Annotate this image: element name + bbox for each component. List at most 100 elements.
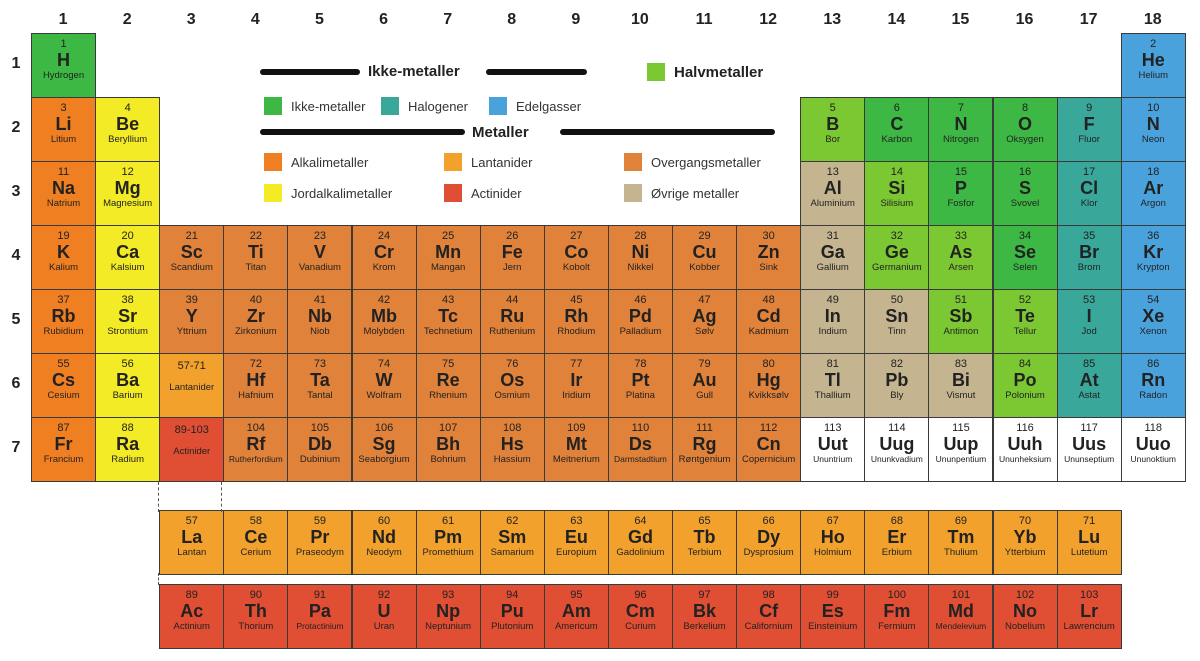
atomic-number: 61 — [442, 515, 455, 527]
atomic-number: 102 — [1015, 589, 1035, 601]
atomic-number: 51 — [954, 294, 968, 306]
legend-line — [560, 129, 775, 135]
element-cell: 72 Hf Hafnium — [223, 353, 289, 418]
atomic-number: 117 — [1080, 422, 1098, 434]
element-symbol: N — [1146, 114, 1160, 134]
element-name: Helium — [1138, 70, 1169, 81]
element-symbol: U — [377, 601, 391, 621]
element-symbol: Cu — [692, 242, 717, 262]
legend-line — [260, 129, 465, 135]
element-symbol: Mb — [371, 306, 398, 326]
element-cell: 89 Ac Actinium — [159, 584, 225, 649]
element-name: Antimon — [943, 326, 979, 337]
element-cell: 21 Sc Scandium — [159, 225, 225, 290]
legend-actinides: Actinider — [444, 183, 522, 203]
element-name: Ununseptium — [1064, 454, 1115, 464]
atomic-number: 45 — [570, 294, 583, 306]
element-cell: 60 Nd Neodym — [351, 510, 417, 575]
element-cell: 31 Ga Gallium — [800, 225, 866, 290]
element-name: Palladium — [619, 326, 662, 337]
atomic-number: 107 — [438, 422, 458, 434]
element-cell: 92 U Uran — [351, 584, 417, 649]
atomic-number: 58 — [249, 515, 262, 527]
element-symbol: Cm — [625, 601, 655, 621]
element-cell: 20 Ca Kalsium — [95, 225, 161, 290]
element-cell: 47 Ag Sølv — [672, 289, 738, 354]
element-name: Tinn — [887, 326, 906, 337]
atomic-number: 62 — [506, 515, 519, 527]
element-symbol: Zr — [246, 306, 265, 326]
element-cell: 43 Tc Technetium — [415, 289, 481, 354]
element-name: Ununpentium — [935, 454, 987, 464]
atomic-number: 30 — [762, 230, 775, 242]
atomic-number: 59 — [313, 515, 327, 527]
swatch — [381, 97, 399, 115]
element-symbol: Uuh — [1007, 434, 1043, 454]
element-name: Rubidium — [43, 326, 84, 337]
element-symbol: I — [1086, 306, 1092, 326]
element-cell: 65 Tb Terbium — [672, 510, 738, 575]
atomic-number: 5 — [829, 102, 836, 114]
atomic-number: 108 — [503, 422, 522, 434]
element-cell: 8 O Oksygen — [992, 97, 1058, 162]
element-symbol: Cd — [756, 306, 781, 326]
element-cell: 4 Be Beryllium — [95, 97, 161, 162]
legend-label: Halvmetaller — [674, 63, 764, 81]
element-symbol: Pt — [631, 370, 650, 390]
element-cell: 6 C Karbon — [864, 97, 930, 162]
element-name: Praseodym — [295, 547, 344, 558]
element-cell: 85 At Astat — [1056, 353, 1122, 418]
atomic-number: 91 — [313, 589, 327, 601]
dashed-connector — [158, 573, 159, 585]
element-cell: 117 Uus Ununseptium — [1056, 417, 1122, 482]
element-symbol: Uut — [817, 434, 848, 454]
element-name: Polonium — [1005, 390, 1045, 401]
atomic-number: 105 — [310, 422, 330, 434]
element-name: Gallium — [816, 262, 849, 273]
atomic-number: 85 — [1083, 358, 1096, 370]
atomic-number: 9 — [1086, 102, 1093, 114]
element-symbol: H — [57, 50, 71, 70]
atomic-number: 31 — [826, 230, 839, 242]
element-cell: 112 Cn Copernicium — [736, 417, 802, 482]
atomic-number: 33 — [954, 230, 968, 242]
element-symbol: Ds — [628, 434, 652, 454]
element-name: Ruthenium — [489, 326, 536, 337]
element-symbol: Ti — [248, 242, 264, 262]
element-cell: 10 N Neon — [1120, 97, 1186, 162]
element-symbol: Tb — [693, 527, 716, 547]
atomic-number: 90 — [249, 589, 262, 601]
atomic-number: 84 — [1018, 358, 1032, 370]
element-name: Actinium — [173, 621, 210, 632]
element-symbol: Cs — [52, 370, 76, 390]
element-name: Wolfram — [366, 390, 402, 401]
element-name: Molybden — [363, 326, 405, 337]
element-symbol: Sb — [949, 306, 973, 326]
element-name: Oksygen — [1006, 134, 1044, 145]
legend-line — [486, 69, 587, 75]
atomic-number: 46 — [634, 294, 647, 306]
atomic-number: 110 — [631, 422, 650, 434]
atomic-number: 6 — [893, 102, 900, 114]
element-symbol: Ho — [820, 527, 845, 547]
element-name: Vanadium — [298, 262, 341, 273]
group-number: 5 — [314, 11, 324, 28]
element-symbol: Np — [436, 601, 461, 621]
element-symbol: Lu — [1078, 527, 1101, 547]
group-number: 16 — [1015, 11, 1034, 28]
element-cell: 76 Os Osmium — [479, 353, 545, 418]
element-symbol: Pr — [310, 527, 330, 547]
swatch — [264, 153, 282, 171]
element-name: Rhodium — [557, 326, 596, 337]
element-symbol: Cr — [374, 242, 395, 262]
element-symbol: La — [181, 527, 203, 547]
element-cell: 36 Kr Krypton — [1120, 225, 1186, 290]
element-cell: 93 Np Neptunium — [415, 584, 481, 649]
element-symbol: Br — [1079, 242, 1100, 262]
atomic-number: 96 — [634, 589, 647, 601]
legend-nonmetal-heading: Ikke-metaller — [368, 63, 460, 80]
group-number: 2 — [122, 11, 132, 28]
element-name: Yttrium — [176, 326, 207, 337]
element-cell: 51 Sb Antimon — [928, 289, 994, 354]
group-number: 1 — [58, 11, 68, 28]
